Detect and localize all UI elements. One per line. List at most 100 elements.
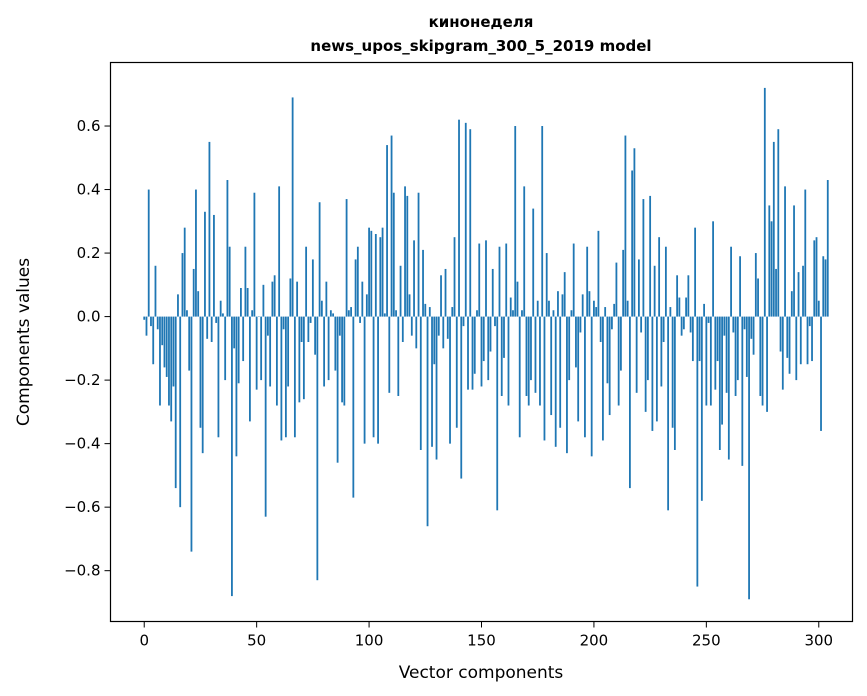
bar-91 (347, 310, 350, 317)
y-tick-label: 0.0 (77, 308, 101, 326)
bar-53 (262, 284, 265, 317)
bar-193 (577, 316, 580, 422)
bar-301 (820, 316, 822, 431)
bar-45 (244, 246, 247, 317)
bar-179 (545, 253, 548, 317)
bar-7 (159, 316, 161, 406)
bar-289 (793, 205, 795, 317)
bar-99 (365, 294, 368, 317)
bar-270 (750, 316, 753, 339)
bar-30 (210, 316, 213, 342)
bar-176 (539, 316, 541, 406)
bar-63 (284, 316, 287, 438)
bar-201 (595, 307, 598, 317)
bar-72 (305, 246, 308, 317)
bar-54 (264, 316, 267, 517)
bar-302 (822, 256, 825, 317)
bar-263 (734, 316, 737, 396)
bar-19 (186, 310, 188, 317)
bar-288 (790, 291, 793, 317)
bar-298 (813, 240, 816, 317)
bar-86 (336, 316, 339, 463)
bar-39 (231, 316, 233, 597)
bar-136 (449, 316, 451, 444)
bar-16 (179, 316, 182, 508)
bar-209 (613, 303, 616, 317)
bar-184 (557, 291, 559, 317)
bar-26 (201, 316, 204, 454)
bar-221 (640, 316, 643, 333)
bar-81 (325, 281, 328, 317)
bar-273 (757, 278, 759, 317)
bar-282 (777, 129, 780, 317)
x-tick-label: 50 (247, 632, 266, 650)
bar-269 (748, 316, 750, 600)
bar-156 (494, 316, 496, 327)
bar-203 (599, 316, 602, 342)
bar-223 (644, 316, 647, 412)
bar-267 (743, 316, 746, 330)
bar-59 (275, 316, 278, 406)
bar-240 (682, 316, 685, 330)
bar-12 (170, 316, 173, 422)
bar-27 (204, 211, 206, 317)
bar-107 (383, 313, 386, 317)
bar-190 (570, 310, 573, 317)
bar-303 (824, 259, 827, 317)
bar-175 (536, 300, 539, 317)
bar-75 (311, 259, 314, 317)
bar-271 (752, 316, 755, 355)
chart-subtitle: news_upos_skipgram_300_5_2019 model (310, 37, 651, 55)
bar-52 (260, 316, 263, 381)
bar-278 (768, 205, 771, 317)
bar-140 (458, 119, 460, 317)
bar-283 (779, 316, 782, 352)
bar-192 (575, 316, 577, 368)
bar-43 (240, 288, 242, 317)
bar-134 (444, 268, 447, 317)
bar-123 (419, 316, 422, 450)
bar-181 (550, 316, 553, 416)
bar-228 (655, 316, 658, 422)
bar-254 (714, 316, 717, 390)
bar-28 (206, 316, 209, 339)
bar-80 (323, 316, 326, 387)
bar-13 (172, 316, 175, 387)
bar-237 (676, 275, 679, 317)
bar-245 (694, 227, 697, 317)
bar-197 (586, 246, 589, 317)
bar-290 (795, 316, 798, 381)
bar-262 (732, 316, 735, 333)
bar-257 (721, 316, 723, 425)
bar-242 (687, 275, 690, 317)
bar-118 (408, 294, 411, 317)
bar-121 (415, 316, 418, 349)
bar-217 (631, 170, 634, 317)
bar-130 (435, 316, 438, 460)
bar-261 (730, 246, 732, 317)
bar-264 (736, 316, 739, 381)
bar-291 (797, 272, 800, 317)
bar-173 (532, 208, 535, 317)
bar-168 (521, 310, 523, 317)
bar-165 (514, 126, 517, 317)
bar-67 (293, 316, 296, 438)
bar-205 (604, 307, 607, 317)
bar-101 (370, 230, 373, 317)
bar-144 (467, 316, 469, 390)
bar-135 (446, 316, 449, 339)
bar-124 (422, 249, 424, 317)
chart-title: кинонеделя (429, 13, 534, 31)
bar-167 (518, 316, 521, 438)
bar-163 (509, 297, 512, 317)
y-tick-label: −0.2 (64, 371, 100, 389)
bar-58 (273, 275, 276, 317)
bar-112 (395, 310, 397, 317)
bar-70 (300, 316, 303, 342)
bar-149 (478, 243, 481, 317)
bar-126 (426, 316, 429, 527)
bar-36 (224, 316, 227, 381)
bar-212 (620, 316, 622, 371)
bar-300 (817, 300, 820, 317)
bar-247 (698, 316, 701, 362)
